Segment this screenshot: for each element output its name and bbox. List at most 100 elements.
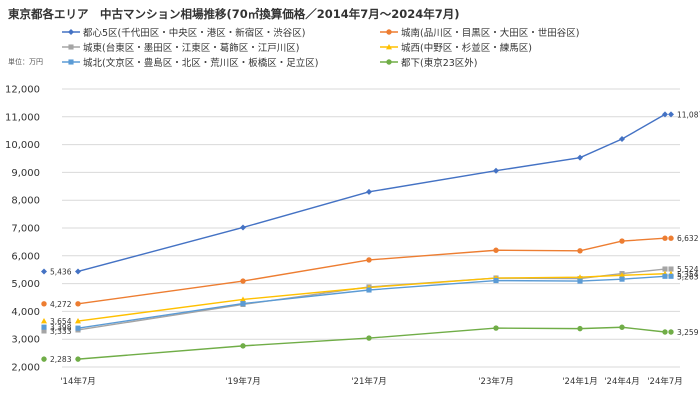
data-point (619, 238, 625, 244)
data-point (75, 301, 81, 307)
legend-item: 都心5区(千代田区・中央区・港区・新宿区・渋谷区) (62, 25, 380, 39)
data-point (75, 325, 81, 331)
y-tick-label: 3,000 (11, 335, 40, 346)
data-point (577, 274, 583, 280)
data-point (366, 287, 372, 293)
legend-item: 都下(東京23区外) (380, 55, 680, 69)
legend-label: 城南(品川区・目黒区・大田区・世田谷区) (401, 28, 580, 39)
x-tick-label: '24年1月 (562, 376, 598, 387)
end-value-label: 5,524 (677, 265, 699, 274)
legend-marker (386, 59, 392, 65)
y-tick-label: 6,000 (11, 251, 40, 262)
data-point (240, 301, 246, 307)
end-value-label: 11,087 (677, 110, 700, 119)
start-value-label: 3,398 (50, 323, 72, 332)
end-label-marker (668, 111, 674, 118)
data-point (577, 278, 583, 284)
start-value-label: 3,333 (50, 327, 72, 336)
end-value-label: 5,263 (677, 272, 699, 281)
legend-swatch (380, 44, 398, 50)
series-line-6 (77, 326, 666, 360)
end-value-label: 3,259 (677, 328, 699, 337)
y-tick-label: 11,000 (5, 112, 40, 123)
x-tick-label: '21年7月 (351, 376, 387, 387)
data-point (75, 356, 81, 362)
y-tick-label: 7,000 (11, 224, 40, 235)
x-tick-label: '19年7月 (225, 376, 261, 387)
data-point (619, 136, 625, 143)
legend-swatch (62, 29, 80, 35)
legend-marker (68, 44, 74, 50)
end-value-label: 5,354 (677, 270, 699, 279)
legend-marker (68, 59, 74, 65)
data-point (240, 224, 246, 231)
legend-label: 都心5区(千代田区・中央区・港区・新宿区・渋谷区) (83, 28, 306, 39)
data-point (662, 235, 668, 241)
end-label-marker (668, 329, 674, 335)
start-value-label: 4,272 (50, 300, 72, 309)
data-point (366, 335, 372, 341)
data-point (662, 329, 668, 335)
end-label-marker (668, 235, 674, 241)
legend: 都心5区(千代田区・中央区・港区・新宿区・渋谷区) 城南(品川区・目黒区・大田区・… (62, 25, 680, 69)
legend-swatch (380, 29, 398, 35)
legend-item: 城東(台東区・墨田区・江東区・葛飾区・江戸川区) (62, 40, 380, 54)
start-label-marker (41, 268, 47, 275)
legend-marker (386, 29, 392, 35)
data-point (493, 247, 499, 253)
start-value-label: 3,654 (50, 317, 72, 326)
chart-title: 東京都各エリア 中古マンション相場推移(70㎡換算価格／2014年7月～2024… (8, 7, 460, 21)
data-point (75, 318, 81, 324)
end-label-marker (668, 273, 674, 279)
data-point (493, 277, 499, 284)
start-label-marker (41, 324, 47, 330)
data-point (577, 154, 583, 161)
data-point (662, 111, 668, 118)
legend-marker (68, 29, 74, 35)
legend-label: 城東(台東区・墨田区・江東区・葛飾区・江戸川区) (83, 43, 300, 54)
start-value-label: 2,283 (50, 355, 72, 364)
y-tick-label: 10,000 (5, 140, 40, 151)
data-point (577, 325, 583, 332)
data-point (662, 266, 668, 272)
data-point (662, 273, 668, 279)
series-line-1 (77, 113, 666, 273)
x-tick-label: '14年7月 (60, 376, 96, 387)
y-tick-label: 9,000 (11, 168, 40, 179)
data-point (240, 343, 246, 349)
legend-item: 城西(中野区・杉並区・練馬区) (380, 40, 680, 54)
data-point (366, 257, 372, 263)
start-label-marker (41, 356, 47, 362)
y-tick-label: 5,000 (11, 279, 40, 290)
legend-swatch (62, 44, 80, 50)
data-point (493, 167, 499, 174)
legend-label: 都下(東京23区外) (401, 58, 478, 69)
y-tick-label: 4,000 (11, 307, 40, 318)
start-label-marker (41, 301, 47, 307)
data-point (619, 272, 625, 278)
start-label-marker (41, 328, 47, 334)
data-point (577, 248, 583, 254)
end-value-label: 6,632 (677, 234, 699, 243)
x-tick-label: '24年7月 (647, 376, 683, 387)
data-point (366, 188, 372, 195)
legend-item: 城南(品川区・目黒区・大田区・世田谷区) (380, 25, 680, 39)
data-point (75, 268, 81, 275)
legend-item: 城北(文京区・豊島区・北区・荒川区・板橋区・足立区) (62, 55, 380, 69)
y-tick-label: 2,000 (11, 363, 40, 374)
legend-label: 城北(文京区・豊島区・北区・荒川区・板橋区・足立区) (83, 58, 319, 69)
legend-swatch (62, 59, 80, 65)
x-tick-label: '24年4月 (604, 376, 640, 387)
data-point (619, 276, 625, 282)
data-point (493, 325, 499, 331)
y-tick-label: 8,000 (11, 196, 40, 207)
end-label-marker (668, 266, 674, 272)
start-value-label: 5,436 (50, 267, 72, 276)
legend-marker (386, 44, 392, 50)
legend-swatch (380, 59, 398, 65)
start-label-marker (41, 318, 47, 324)
legend-label: 城西(中野区・杉並区・練馬区) (401, 43, 532, 54)
x-tick-label: '23年7月 (478, 376, 514, 387)
